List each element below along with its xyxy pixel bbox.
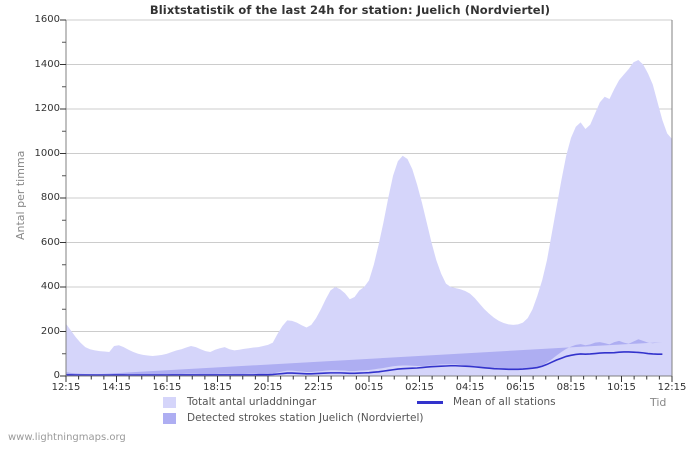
x-tick-label: 08:15: [556, 382, 586, 393]
series-total-area: [66, 60, 672, 377]
footer-attribution: www.lightningmaps.org: [8, 432, 126, 443]
series-mean-line: [66, 351, 663, 376]
y-tick-label: 1400: [34, 58, 60, 70]
x-tick-label: 04:15: [455, 382, 485, 393]
legend-label: Mean of all stations: [453, 396, 556, 408]
y-tick-label: 1600: [34, 14, 60, 25]
y-tick-label: 1200: [34, 103, 60, 114]
legend-label: Detected strokes station Juelich (Nordvi…: [187, 412, 424, 424]
y-tick-label: 200: [40, 325, 60, 337]
x-tick-label: 10:15: [607, 382, 636, 393]
legend-swatch: [163, 397, 176, 408]
legend-swatch: [163, 413, 176, 424]
x-tick-label: 18:15: [203, 382, 232, 393]
x-tick-label: 14:15: [102, 382, 131, 393]
y-tick-label: 400: [40, 281, 60, 292]
legend-line-marker: [417, 401, 443, 404]
data-areas: [66, 60, 672, 377]
x-tick-label: 02:15: [405, 382, 434, 393]
x-tick-label: 16:15: [152, 382, 182, 393]
x-tick-label: 12:15: [657, 382, 687, 393]
y-tick-label: 1000: [34, 147, 60, 159]
x-tick-label: 06:15: [506, 382, 535, 393]
x-axis-ticks: [65, 376, 673, 382]
y-tick-label: 800: [40, 192, 60, 203]
y-tick-label: 0: [53, 370, 60, 381]
x-tick-label: 22:15: [304, 382, 333, 393]
y-axis-ticks: [60, 19, 66, 377]
y-tick-label: 600: [40, 236, 60, 248]
x-tick-label: 12:15: [51, 382, 81, 393]
x-axis-label: Tid: [650, 396, 667, 409]
x-tick-label: 00:15: [354, 382, 384, 393]
legend-label: Totalt antal urladdningar: [187, 396, 317, 408]
chart-title: Blixtstatistik of the last 24h for stati…: [149, 3, 551, 17]
series-station-area: [66, 339, 663, 376]
x-tick-label: 20:15: [253, 382, 283, 393]
